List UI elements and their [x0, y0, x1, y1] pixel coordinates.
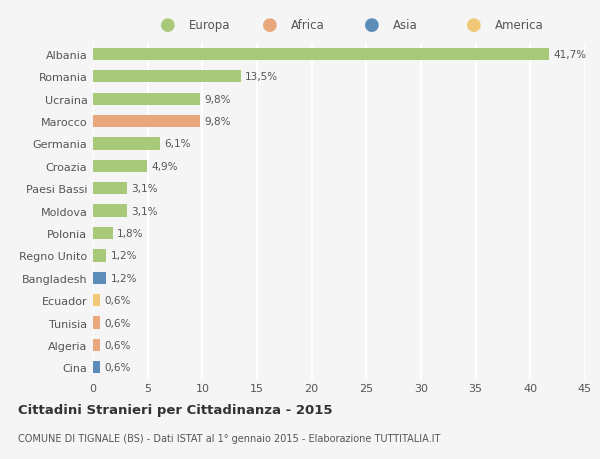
Text: Cittadini Stranieri per Cittadinanza - 2015: Cittadini Stranieri per Cittadinanza - 2…	[18, 403, 332, 416]
Bar	[93, 227, 113, 240]
Text: America: America	[495, 19, 544, 32]
Text: 1,8%: 1,8%	[117, 229, 143, 239]
Bar	[93, 93, 200, 106]
Text: 41,7%: 41,7%	[553, 50, 586, 60]
Bar	[93, 138, 160, 150]
Bar	[93, 205, 127, 217]
Bar	[93, 317, 100, 329]
Text: 3,1%: 3,1%	[131, 206, 158, 216]
Text: 1,2%: 1,2%	[110, 273, 137, 283]
Text: COMUNE DI TIGNALE (BS) - Dati ISTAT al 1° gennaio 2015 - Elaborazione TUTTITALIA: COMUNE DI TIGNALE (BS) - Dati ISTAT al 1…	[18, 433, 440, 442]
Bar	[93, 272, 106, 284]
Bar	[93, 250, 106, 262]
Bar	[93, 71, 241, 83]
Text: 3,1%: 3,1%	[131, 184, 158, 194]
Text: 9,8%: 9,8%	[205, 117, 231, 127]
Text: 0,6%: 0,6%	[104, 296, 130, 306]
Text: 4,9%: 4,9%	[151, 162, 178, 172]
Text: ●: ●	[364, 16, 380, 34]
Text: 6,1%: 6,1%	[164, 139, 191, 149]
Bar	[93, 339, 100, 351]
Text: 0,6%: 0,6%	[104, 340, 130, 350]
Text: 13,5%: 13,5%	[245, 72, 278, 82]
Bar	[93, 49, 549, 61]
Bar	[93, 160, 146, 173]
Text: Asia: Asia	[393, 19, 418, 32]
Text: 1,2%: 1,2%	[110, 251, 137, 261]
Text: Europa: Europa	[189, 19, 230, 32]
Bar	[93, 361, 100, 374]
Bar	[93, 294, 100, 307]
Bar	[93, 183, 127, 195]
Text: 9,8%: 9,8%	[205, 95, 231, 105]
Text: Africa: Africa	[291, 19, 325, 32]
Text: 0,6%: 0,6%	[104, 363, 130, 373]
Text: ●: ●	[466, 16, 482, 34]
Text: ●: ●	[160, 16, 176, 34]
Text: ●: ●	[262, 16, 278, 34]
Bar	[93, 116, 200, 128]
Text: 0,6%: 0,6%	[104, 318, 130, 328]
